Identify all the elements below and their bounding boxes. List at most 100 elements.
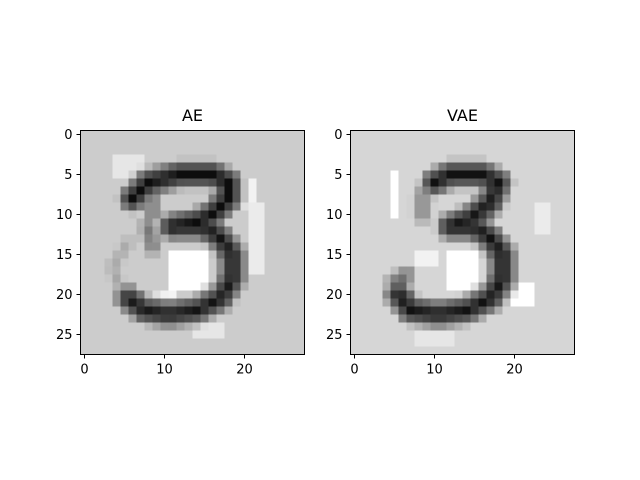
heatmap-cell <box>454 306 463 315</box>
heatmap-cell <box>136 298 145 307</box>
heatmap-cell <box>390 306 399 315</box>
heatmap-cell <box>518 186 527 195</box>
heatmap-cell <box>526 146 535 155</box>
heatmap-cell <box>224 322 233 331</box>
heatmap-cell <box>406 242 415 251</box>
heatmap-cell <box>566 234 575 243</box>
heatmap-cell <box>288 298 297 307</box>
heatmap-cell <box>494 218 503 227</box>
heatmap-cell <box>152 202 161 211</box>
heatmap-cell <box>414 322 423 331</box>
heatmap-cell <box>366 186 375 195</box>
heatmap-cell <box>494 330 503 339</box>
heatmap-cell <box>406 130 415 139</box>
heatmap-cell <box>558 226 567 235</box>
heatmap-cell <box>502 186 511 195</box>
heatmap-cell <box>216 306 225 315</box>
heatmap-cell <box>566 290 575 299</box>
heatmap-cell <box>144 130 153 139</box>
heatmap-cell <box>366 154 375 163</box>
heatmap-cell <box>200 226 209 235</box>
heatmap-cell <box>88 226 97 235</box>
heatmap-cell <box>470 178 479 187</box>
heatmap-cell <box>80 202 89 211</box>
heatmap-cell <box>80 162 89 171</box>
heatmap-cell <box>176 242 185 251</box>
heatmap-cell <box>216 322 225 331</box>
heatmap-cell <box>518 170 527 179</box>
heatmap-cell <box>366 210 375 219</box>
heatmap-cell <box>120 266 129 275</box>
heatmap-cell <box>232 218 241 227</box>
heatmap-cell <box>184 154 193 163</box>
heatmap-cell <box>88 346 97 355</box>
heatmap-cell <box>398 290 407 299</box>
heatmap-cell <box>430 226 439 235</box>
heatmap-cell <box>264 162 273 171</box>
heatmap-cell <box>80 218 89 227</box>
heatmap-cell <box>160 226 169 235</box>
heatmap-cell <box>88 282 97 291</box>
heatmap-cell <box>272 146 281 155</box>
heatmap-cell <box>374 330 383 339</box>
heatmap-cell <box>144 290 153 299</box>
heatmap-cell <box>264 226 273 235</box>
heatmap-cell <box>486 170 495 179</box>
heatmap-cell <box>454 346 463 355</box>
heatmap-cell <box>510 258 519 267</box>
heatmap-cell <box>502 210 511 219</box>
heatmap-cell <box>256 266 265 275</box>
heatmap-cell <box>296 298 305 307</box>
heatmap-cell <box>558 146 567 155</box>
heatmap-cell <box>494 250 503 259</box>
heatmap-cell <box>398 346 407 355</box>
heatmap-cell <box>406 282 415 291</box>
heatmap-cell <box>256 226 265 235</box>
heatmap-cell <box>224 170 233 179</box>
heatmap-cell <box>382 170 391 179</box>
heatmap-cell <box>152 274 161 283</box>
heatmap-cell <box>390 194 399 203</box>
heatmap-cell <box>288 226 297 235</box>
heatmap-cell <box>366 290 375 299</box>
heatmap-cell <box>542 242 551 251</box>
heatmap-cell <box>566 314 575 323</box>
heatmap-cell <box>264 170 273 179</box>
heatmap-cell <box>144 242 153 251</box>
heatmap-cell <box>272 306 281 315</box>
heatmap-cell <box>112 274 121 283</box>
heatmap-cell <box>104 162 113 171</box>
heatmap-cell <box>462 274 471 283</box>
heatmap-cell <box>414 258 423 267</box>
heatmap-cell <box>200 290 209 299</box>
heatmap-cell <box>264 130 273 139</box>
heatmap-cell <box>518 266 527 275</box>
heatmap-cell <box>382 306 391 315</box>
heatmap-cell <box>398 162 407 171</box>
heatmap-cell <box>398 250 407 259</box>
heatmap-cell <box>462 266 471 275</box>
heatmap-cell <box>136 202 145 211</box>
heatmap-cell <box>248 154 257 163</box>
heatmap-cell <box>176 162 185 171</box>
heatmap-cell <box>478 322 487 331</box>
heatmap-cell <box>168 298 177 307</box>
heatmap-cell <box>382 242 391 251</box>
heatmap-cell <box>422 162 431 171</box>
heatmap-cell <box>446 338 455 347</box>
heatmap-cell <box>462 346 471 355</box>
heatmap-cell <box>502 218 511 227</box>
heatmap-cell <box>136 226 145 235</box>
heatmap-cell <box>398 130 407 139</box>
heatmap-cell <box>272 322 281 331</box>
heatmap-cell <box>422 130 431 139</box>
heatmap-cell <box>534 234 543 243</box>
heatmap-cell <box>422 194 431 203</box>
heatmap-cell <box>296 290 305 299</box>
heatmap-cell <box>184 330 193 339</box>
y-tick-label: 15 <box>56 248 73 263</box>
heatmap-cell <box>414 290 423 299</box>
heatmap-cell <box>486 242 495 251</box>
heatmap-cell <box>454 330 463 339</box>
heatmap-cell <box>296 282 305 291</box>
